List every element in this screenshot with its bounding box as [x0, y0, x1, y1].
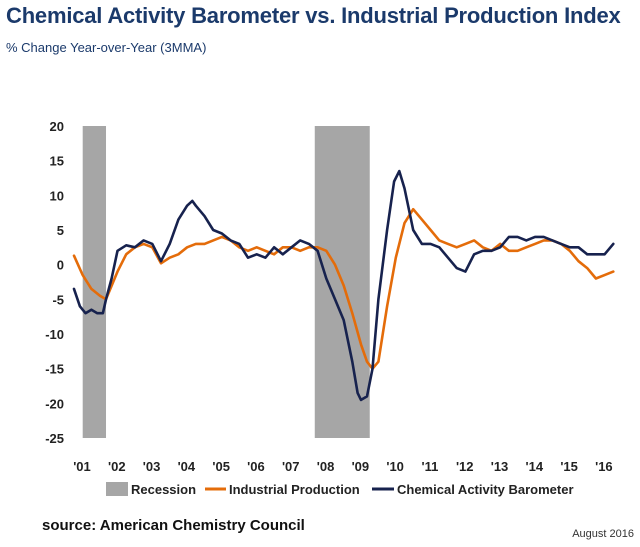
- y-tick-label: -25: [45, 431, 64, 446]
- y-tick-label: -5: [52, 292, 64, 307]
- y-tick-label: -15: [45, 362, 64, 377]
- x-tick-label: '08: [317, 459, 335, 474]
- x-tick-label: '10: [386, 459, 404, 474]
- y-tick-label: -10: [45, 327, 64, 342]
- recession-band-0: [82, 126, 107, 438]
- x-tick-label: '05: [212, 459, 230, 474]
- legend-swatch-recession: [106, 482, 128, 496]
- y-tick-label: 20: [50, 119, 64, 134]
- legend-label-recession: Recession: [131, 482, 196, 497]
- x-tick-label: '02: [108, 459, 126, 474]
- x-tick-label: '04: [178, 459, 196, 474]
- axes: 20 15 10 5 0 -5 -10 -15 -20 -25 '01 '02 '03 '04 '05 '06…: [45, 119, 612, 474]
- y-tick-label: -20: [45, 396, 64, 411]
- x-tick-label: '07: [282, 459, 300, 474]
- chart-subtitle: % Change Year-over-Year (3MMA): [6, 40, 207, 55]
- chart-svg: 20 15 10 5 0 -5 -10 -15 -20 -25 '01 '02 '03 '04 '05 '06…: [45, 119, 615, 497]
- series-line-chemical-activity-barometer: [72, 169, 615, 402]
- series-lines: [72, 169, 615, 402]
- y-tick-label: 0: [57, 258, 64, 273]
- x-tick-label: '14: [526, 459, 544, 474]
- legend-label-cab: Chemical Activity Barometer: [397, 482, 574, 497]
- y-tick-label: 15: [50, 154, 64, 169]
- source-note: source: American Chemistry Council: [42, 517, 305, 534]
- legend-label-industrial: Industrial Production: [229, 482, 360, 497]
- series-line-industrial-production: [72, 207, 615, 370]
- y-tick-label: 10: [50, 188, 64, 203]
- x-tick-label: '15: [560, 459, 578, 474]
- x-tick-label: '06: [247, 459, 265, 474]
- x-tick-label: '13: [491, 459, 509, 474]
- y-tick-label: 5: [57, 223, 64, 238]
- x-tick-label: '12: [456, 459, 474, 474]
- date-note: August 2016: [572, 528, 634, 540]
- x-tick-label: '01: [73, 459, 91, 474]
- legend: Recession Industrial Production Chemical A…: [106, 482, 574, 497]
- chart-title: Chemical Activity Barometer vs. Industri…: [6, 3, 621, 28]
- x-tick-label: '09: [352, 459, 370, 474]
- x-tick-label: '03: [143, 459, 161, 474]
- x-tick-label: '11: [422, 459, 439, 474]
- x-tick-label: '16: [595, 459, 613, 474]
